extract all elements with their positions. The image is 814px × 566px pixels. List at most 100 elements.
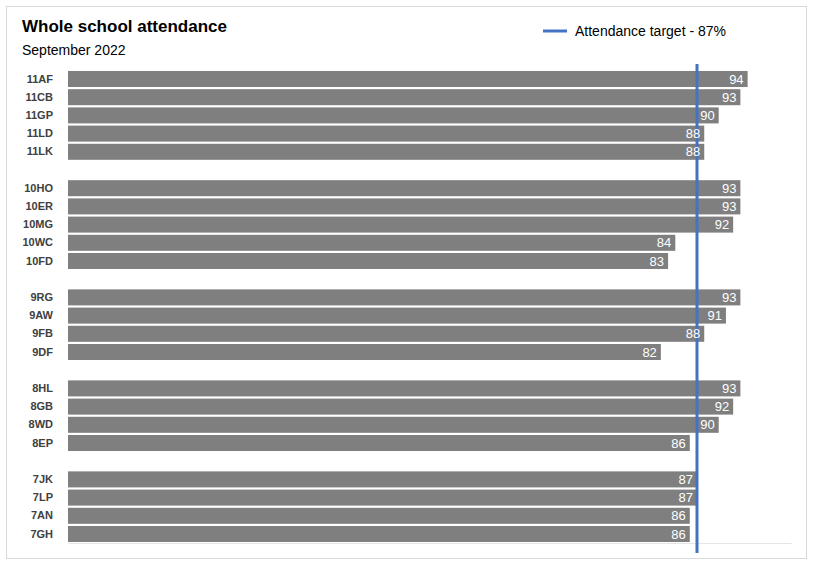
data-label: 93 (722, 181, 736, 196)
bar (68, 198, 740, 214)
bar (68, 380, 740, 396)
bar (68, 144, 704, 160)
y-tick-label: 8EP (32, 437, 53, 449)
bar (68, 526, 690, 542)
y-tick: 11LD (27, 127, 68, 139)
y-tick: 7AN (31, 509, 68, 521)
y-tick-label: 9FB (32, 327, 53, 339)
bar (68, 326, 704, 342)
data-label: 86 (671, 527, 685, 542)
data-label: 92 (715, 399, 729, 414)
data-label: 94 (729, 72, 743, 87)
data-label: 93 (722, 90, 736, 105)
y-tick: 11GP (25, 109, 68, 121)
data-label: 87 (679, 490, 693, 505)
y-tick-label: 9RG (30, 291, 53, 303)
data-label: 82 (642, 345, 656, 360)
bar (68, 253, 668, 269)
data-label: 87 (679, 472, 693, 487)
y-tick-label: 10ER (25, 200, 53, 212)
y-tick: 7JK (33, 473, 68, 485)
data-label: 86 (671, 508, 685, 523)
bar (68, 399, 733, 415)
data-label: 88 (686, 126, 700, 141)
y-tick-label: 11GP (25, 109, 53, 121)
data-label: 88 (686, 326, 700, 341)
chart: Whole school attendance September 2022 11A… (0, 0, 814, 566)
y-tick: 9AW (29, 309, 68, 321)
y-tick-label: 7GH (30, 528, 53, 540)
data-label: 86 (671, 436, 685, 451)
y-axis: 11AF 11CB 11GP 11LD 11LK 10HO 10ER 10MG 10WC 10FD… (22, 73, 68, 540)
y-tick-label: 11AF (27, 73, 54, 85)
bar (68, 308, 726, 324)
y-tick: 8GB (30, 400, 68, 412)
bars (68, 64, 748, 553)
y-tick-label: 11LD (27, 127, 53, 139)
chart-frame (7, 7, 807, 559)
y-tick-label: 8WD (29, 418, 54, 430)
bar (68, 126, 704, 142)
bar (68, 435, 690, 451)
bar (68, 107, 719, 123)
bar (68, 71, 748, 87)
y-tick-label: 11CB (25, 91, 53, 103)
legend-label: Attendance target - 87% (575, 23, 726, 39)
y-tick: 11LK (27, 145, 68, 157)
bar (68, 180, 740, 196)
data-label: 90 (700, 108, 714, 123)
bar (68, 289, 740, 305)
data-label: 93 (722, 381, 736, 396)
y-tick: 7GH (30, 528, 68, 540)
y-tick: 10ER (25, 200, 68, 212)
subtitle: September 2022 (22, 42, 126, 58)
y-tick-label: 9DF (32, 346, 53, 358)
bar (68, 508, 690, 524)
title: Whole school attendance (22, 17, 227, 36)
y-tick: 11CB (25, 91, 68, 103)
y-tick-label: 8GB (30, 400, 53, 412)
y-tick-label: 10FD (26, 255, 53, 267)
bar (68, 417, 719, 433)
data-labels: 9493908888939392848393918882939290868787… (642, 72, 743, 542)
y-tick: 9FB (32, 327, 68, 339)
x-axis-line (69, 543, 792, 544)
y-tick: 8HL (32, 382, 68, 394)
y-tick-label: 10MG (23, 218, 53, 230)
y-tick: 10FD (26, 255, 68, 267)
y-tick: 11AF (27, 73, 68, 85)
bar (68, 89, 740, 105)
y-tick-label: 7JK (33, 473, 53, 485)
bar (68, 490, 697, 506)
data-label: 90 (700, 417, 714, 432)
legend: Attendance target - 87% (543, 23, 726, 39)
data-label: 83 (650, 254, 664, 269)
data-label: 84 (657, 235, 671, 250)
y-tick-label: 7AN (31, 509, 53, 521)
y-tick-label: 9AW (29, 309, 53, 321)
y-tick-label: 10WC (22, 236, 53, 248)
bar (68, 344, 661, 360)
y-tick: 9DF (32, 346, 68, 358)
bar (68, 217, 733, 233)
y-tick: 10WC (22, 236, 68, 248)
y-tick: 10HO (24, 182, 68, 194)
y-tick: 8WD (29, 418, 68, 430)
data-label: 93 (722, 199, 736, 214)
y-tick: 10MG (23, 218, 68, 230)
data-label: 92 (715, 217, 729, 232)
y-tick: 9RG (30, 291, 68, 303)
data-label: 88 (686, 144, 700, 159)
data-label: 91 (707, 308, 721, 323)
bar (68, 235, 675, 251)
y-tick-label: 11LK (27, 145, 53, 157)
bar (68, 471, 697, 487)
legend-swatch (543, 30, 567, 33)
y-tick-label: 8HL (32, 382, 53, 394)
y-tick-label: 10HO (24, 182, 53, 194)
y-tick: 8EP (32, 437, 68, 449)
y-tick: 7LP (33, 491, 68, 503)
x-axis (69, 543, 792, 544)
data-label: 93 (722, 290, 736, 305)
y-tick-label: 7LP (33, 491, 53, 503)
